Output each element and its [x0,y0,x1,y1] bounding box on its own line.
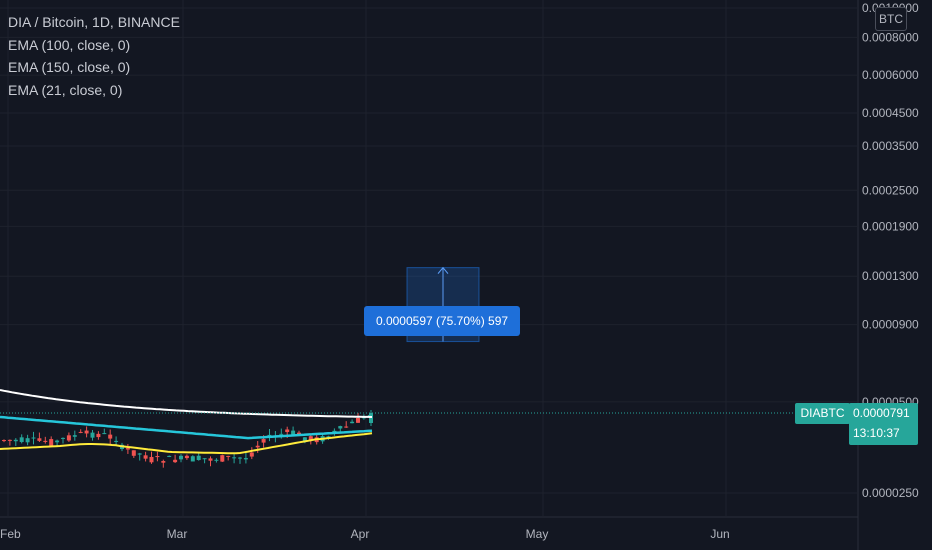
candle-body [243,458,248,460]
candle-body [249,452,254,457]
candle-body [143,455,148,459]
candle-body [291,430,296,435]
candle-body [125,448,130,450]
grid-lines [0,0,859,550]
candle-body [261,439,266,443]
candle-body [344,426,349,428]
candle-body [302,437,307,441]
candle-body [61,437,65,439]
candle-body [49,439,54,446]
candle-body [7,439,12,441]
candle-body [308,436,313,440]
measure-label: 0.0000597 (75.70%) 597 [364,306,520,336]
candle-body [214,459,219,461]
time-tick-label: Apr [351,527,370,541]
candle-body [25,438,30,443]
candles [2,410,373,468]
candle-body [55,440,60,443]
candle-body [137,453,142,455]
candle-body [2,440,6,442]
candle-body [72,435,77,437]
candle-body [161,461,166,463]
candle-body [31,437,36,439]
ema-150-line [0,415,373,440]
candle-body [356,418,360,423]
candle-body [37,438,42,441]
currency-button[interactable]: BTC [875,7,907,31]
candle-body [108,434,113,439]
candle-body [279,433,284,435]
candle-body [196,455,201,461]
indicator-ema-150[interactable]: EMA (150, close, 0) [8,59,131,75]
symbol-price-label: DIABTC [795,403,850,424]
candle-body [96,433,101,438]
ema-100-line [0,389,373,418]
price-tick-label: 0.0001300 [862,269,919,283]
last-price-tag: 0.0000791 13:10:37 [849,403,918,445]
time-tick-label: Mar [167,527,188,541]
candle-body [149,456,154,463]
candle-body [43,440,48,442]
candle-body [102,433,107,435]
candle-body [13,439,18,442]
candle-body [114,440,119,442]
measure-arrowhead [437,266,449,274]
candle-body [255,445,260,448]
last-price-value: 0.0000791 [853,406,910,420]
candle-body [66,435,71,441]
candle-body [131,450,136,456]
price-tick-label: 0.0003500 [862,139,919,153]
candle-body [190,456,195,462]
time-tick-label: May [526,527,549,541]
candle-body [238,457,242,459]
candle-body [90,432,95,438]
candle-body [84,430,89,434]
candle-body [226,455,231,457]
candle-body [173,459,178,463]
candle-body [285,429,290,433]
price-tick-label: 0.0000250 [862,486,919,500]
candle-body [167,455,172,457]
indicator-ema-21[interactable]: EMA (21, close, 0) [8,81,123,98]
bar-countdown: 13:10:37 [853,426,900,440]
time-tick-label: Feb [0,527,21,541]
ema-21-line [0,432,373,455]
candle-body [179,455,183,460]
candle-body [350,421,355,424]
candle-body [19,437,24,442]
candle-body [369,413,373,423]
price-tick-label: 0.0000900 [862,318,919,332]
chart-legend: DIA / Bitcoin, 1D, BINANCE EMA (100, clo… [8,11,180,101]
candle-body [202,458,207,460]
candle-body [232,457,237,459]
time-axis[interactable]: Feb Mar Apr May Jun [0,527,730,541]
candle-body [184,455,189,459]
price-tick-label: 0.0006000 [862,68,919,82]
price-tick-label: 0.0001900 [862,219,919,233]
ema-lines [0,389,373,455]
price-tick-label: 0.0002500 [862,183,919,197]
price-tick-label: 0.0004500 [862,106,919,120]
candle-body [208,458,213,461]
symbol-title[interactable]: DIA / Bitcoin, 1D, BINANCE [8,14,180,30]
candle-body [220,455,225,462]
price-tick-label: 0.0008000 [862,30,919,44]
candle-body [338,426,343,429]
time-tick-label: Jun [710,527,729,541]
candle-body [78,431,83,433]
candle-body [155,456,160,458]
indicator-ema-100[interactable]: EMA (100, close, 0) [8,36,131,53]
